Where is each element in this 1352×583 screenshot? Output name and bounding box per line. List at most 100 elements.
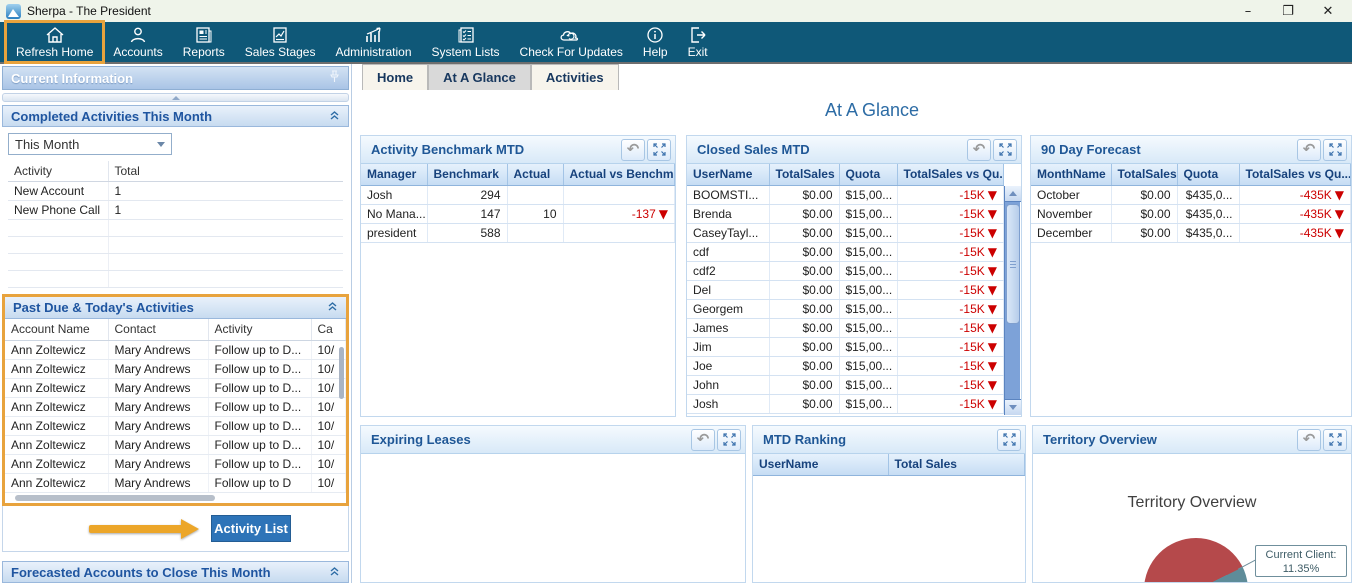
down-triangle-icon: ▼	[987, 206, 997, 221]
table-row[interactable]	[8, 253, 343, 271]
scrollbar-thumb[interactable]	[1006, 204, 1020, 324]
panel-title: 90 Day Forecast	[1041, 142, 1141, 157]
refresh-undo-button[interactable]: ↶	[621, 138, 645, 161]
table-row[interactable]: Ann Zoltewicz Mary Andrews Follow up to D.…	[5, 359, 346, 379]
expand-button[interactable]	[1323, 428, 1347, 451]
column-header-totalsales-vs-quota[interactable]: TotalSales vs Qu...	[897, 164, 1004, 186]
refresh-undo-button[interactable]: ↶	[1297, 138, 1321, 161]
down-triangle-icon: ▼	[987, 244, 997, 259]
toolbar-reports[interactable]: Reports	[173, 22, 235, 62]
table-row[interactable]: cdf2 $0.00 $15,00... -15K ▼	[687, 261, 1004, 281]
column-header-username[interactable]: UserName	[687, 164, 770, 186]
table-row[interactable]	[8, 270, 343, 288]
collapse-icon[interactable]	[327, 300, 338, 315]
close-button[interactable]: ✕	[1322, 3, 1334, 19]
table-row[interactable]: BOOMSTI... $0.00 $15,00... -15K ▼	[687, 185, 1004, 205]
scroll-up-button[interactable]	[1005, 186, 1021, 202]
column-header-activity: Activity	[8, 161, 109, 182]
table-row[interactable]: John $0.00 $15,00... -15K ▼	[687, 375, 1004, 395]
expand-button[interactable]	[717, 428, 741, 451]
tab-at-a-glance[interactable]: At A Glance	[428, 64, 531, 90]
main-toolbar: Refresh Home Accounts Reports Sales Stag…	[0, 20, 1352, 64]
column-header-actual[interactable]: Actual	[507, 164, 564, 186]
column-header-quota[interactable]: Quota	[839, 164, 898, 186]
table-row[interactable]: Del $0.00 $15,00... -15K ▼	[687, 280, 1004, 300]
toolbar-help[interactable]: Help	[633, 22, 678, 62]
minimize-button[interactable]: –	[1244, 3, 1252, 19]
expand-button[interactable]	[997, 428, 1021, 451]
refresh-undo-button[interactable]: ↶	[1297, 428, 1321, 451]
table-row[interactable]: October $0.00 $435,0... -435K ▼	[1031, 185, 1351, 205]
vertical-scrollbar[interactable]	[1004, 186, 1021, 415]
column-header-manager[interactable]: Manager	[361, 164, 428, 186]
column-header-monthname[interactable]: MonthName	[1031, 164, 1112, 186]
table-row[interactable]	[8, 219, 343, 237]
table-row[interactable]: Georgem $0.00 $15,00... -15K ▼	[687, 299, 1004, 319]
column-header-actual-vs-benchmark[interactable]: Actual vs Benchm...	[563, 164, 675, 186]
horizontal-scrollbar[interactable]	[15, 494, 215, 501]
vertical-scrollbar[interactable]	[339, 347, 344, 399]
column-header-totalsales-vs-quota[interactable]: TotalSales vs Qu...	[1239, 164, 1351, 186]
column-header-totalsales[interactable]: TotalSales	[769, 164, 840, 186]
table-row[interactable]: Jim $0.00 $15,00... -15K ▼	[687, 337, 1004, 357]
table-row[interactable]: Ann Zoltewicz Mary Andrews Follow up to D.…	[5, 435, 346, 455]
column-header-activity: Activity	[208, 319, 312, 341]
toolbar-administration[interactable]: Administration	[325, 22, 421, 62]
scroll-down-button[interactable]	[1005, 399, 1021, 415]
column-header-ca: Ca	[311, 319, 346, 341]
tab-activities[interactable]: Activities	[530, 64, 619, 90]
table-row[interactable]: Ann Zoltewicz Mary Andrews Follow up to D.…	[5, 454, 346, 474]
expand-button[interactable]	[647, 138, 671, 161]
expand-button[interactable]	[1323, 138, 1347, 161]
column-header-account-name: Account Name	[5, 319, 109, 341]
splitter-handle[interactable]	[2, 93, 349, 102]
tab-home[interactable]: Home	[362, 64, 429, 90]
down-triangle-icon: ▼	[987, 282, 997, 297]
panel-title: Expiring Leases	[371, 432, 471, 447]
table-row[interactable]: Ann Zoltewicz Mary Andrews Follow up to D.…	[5, 340, 346, 360]
toolbar-refresh-home[interactable]: Refresh Home	[3, 20, 106, 64]
table-row[interactable]: Brenda $0.00 $15,00... -15K ▼	[687, 204, 1004, 224]
toolbar-sales-stages[interactable]: Sales Stages	[235, 22, 326, 62]
refresh-undo-button[interactable]: ↶	[967, 138, 991, 161]
restore-button[interactable]: ❐	[1282, 3, 1294, 19]
toolbar-system-lists[interactable]: System Lists	[422, 22, 510, 62]
table-row[interactable]: Ann Zoltewicz Mary Andrews Follow up to D.…	[5, 416, 346, 436]
column-header-total-sales[interactable]: Total Sales	[888, 454, 1025, 476]
territory-pie-chart[interactable]	[1144, 538, 1248, 582]
activity-list-button[interactable]: Activity List	[211, 514, 291, 542]
collapse-icon[interactable]	[329, 565, 340, 580]
column-header-totalsales[interactable]: TotalSales	[1111, 164, 1178, 186]
table-row[interactable]: CaseyTayl... $0.00 $15,00... -15K ▼	[687, 223, 1004, 243]
column-header-username[interactable]: UserName	[753, 454, 889, 476]
table-row[interactable]: Ann Zoltewicz Mary Andrews Follow up to D.…	[5, 378, 346, 398]
pin-icon[interactable]	[329, 70, 340, 86]
table-row[interactable]: New Phone Call 1	[8, 200, 343, 220]
table-row[interactable]: Josh 294	[361, 185, 675, 205]
down-triangle-icon: ▼	[987, 377, 997, 392]
column-header-benchmark[interactable]: Benchmark	[427, 164, 508, 186]
toolbar-accounts[interactable]: Accounts	[103, 22, 172, 62]
table-row[interactable]: cdf $0.00 $15,00... -15K ▼	[687, 242, 1004, 262]
table-row[interactable]: Joe $0.00 $15,00... -15K ▼	[687, 356, 1004, 376]
expand-button[interactable]	[993, 138, 1017, 161]
refresh-undo-button[interactable]: ↶	[691, 428, 715, 451]
table-row[interactable]: James $0.00 $15,00... -15K ▼	[687, 318, 1004, 338]
month-filter-select[interactable]: This Month	[8, 133, 172, 155]
column-header-quota[interactable]: Quota	[1177, 164, 1240, 186]
table-row[interactable]: New Account 1	[8, 181, 343, 201]
table-row[interactable]: president 588	[361, 223, 675, 243]
toolbar-check-for-updates[interactable]: Check For Updates	[510, 22, 633, 62]
past-due-activities-table: Account Name Contact Activity Ca Ann Zol…	[5, 319, 346, 493]
table-row[interactable]: Josh $0.00 $15,00... -15K ▼	[687, 394, 1004, 414]
chevron-down-icon	[157, 141, 165, 147]
table-row[interactable]: November $0.00 $435,0... -435K ▼	[1031, 204, 1351, 224]
collapse-icon[interactable]	[329, 109, 340, 124]
table-row[interactable]	[8, 236, 343, 254]
toolbar-exit[interactable]: Exit	[678, 22, 718, 62]
table-row[interactable]: No Mana... 147 10 -137 ▼	[361, 204, 675, 224]
column-header-total: Total	[108, 161, 343, 182]
table-row[interactable]: Ann Zoltewicz Mary Andrews Follow up to D.…	[5, 397, 346, 417]
table-row[interactable]: December $0.00 $435,0... -435K ▼	[1031, 223, 1351, 243]
